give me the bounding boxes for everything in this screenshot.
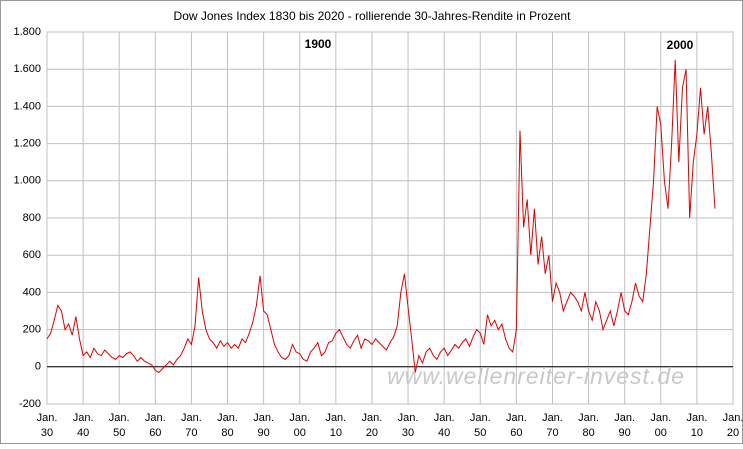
x-tick-label-part: Jan. (723, 412, 743, 424)
x-tick-label: Jan. 40 (434, 412, 455, 439)
x-tick-label: Jan. 90 (253, 412, 274, 439)
x-tick-label: Jan. 00 (289, 412, 310, 439)
x-tick-label: Jan. 80 (578, 412, 599, 439)
x-tick-label-part: 00 (294, 427, 306, 439)
x-tick-label: Jan. 10 (686, 412, 707, 439)
x-tick-label-part: 30 (402, 427, 414, 439)
x-tick-label-part: 10 (330, 427, 342, 439)
x-tick-label-part: 30 (41, 427, 53, 439)
x-tick-label-part: 10 (691, 427, 703, 439)
y-tick-label: 1.600 (13, 63, 41, 75)
x-tick-label: Jan. 10 (325, 412, 346, 439)
x-tick-label-part: Jan. (145, 412, 166, 424)
x-tick-label-part: Jan. (542, 412, 563, 424)
annotation: 2000 (667, 38, 694, 52)
x-tick-label: Jan. 90 (614, 412, 635, 439)
x-tick-label: Jan. 80 (217, 412, 238, 439)
x-tick-label-part: Jan. (181, 412, 202, 424)
x-tick-label-part: 60 (149, 427, 161, 439)
y-tick-label: 1.200 (13, 138, 41, 150)
x-tick-label: Jan. 00 (650, 412, 671, 439)
y-tick-label: 0 (35, 361, 41, 373)
x-tick-label: Jan. 20 (723, 412, 743, 439)
annotation: 1900 (305, 37, 332, 51)
y-tick-label: 1.800 (13, 26, 41, 38)
x-tick-label-part: Jan. (578, 412, 599, 424)
y-tick-label: 200 (23, 324, 41, 336)
x-tick-label: Jan. 50 (470, 412, 491, 439)
x-tick-label-part: Jan. (253, 412, 274, 424)
x-tick-label-part: Jan. (73, 412, 94, 424)
x-tick-label-part: Jan. (109, 412, 130, 424)
x-tick-label-part: Jan. (506, 412, 527, 424)
x-tick-label-part: 80 (582, 427, 594, 439)
y-tick-label: -200 (19, 398, 41, 410)
x-tick-label-part: Jan. (434, 412, 455, 424)
y-tick-label: 1.400 (13, 100, 41, 112)
y-tick-label: 800 (23, 212, 41, 224)
x-tick-label-part: 40 (438, 427, 450, 439)
x-tick-label-part: 40 (77, 427, 89, 439)
x-tick-label-part: 60 (510, 427, 522, 439)
x-tick-label-part: 70 (185, 427, 197, 439)
x-tick-label-part: Jan. (686, 412, 707, 424)
x-tick-label-part: Jan. (325, 412, 346, 424)
x-tick-label: Jan. 30 (398, 412, 419, 439)
x-tick-label-part: Jan. (470, 412, 491, 424)
y-tick-label: 1.000 (13, 175, 41, 187)
x-tick-label-part: 70 (546, 427, 558, 439)
x-tick-label-part: 80 (221, 427, 233, 439)
y-tick-label: 400 (23, 286, 41, 298)
x-tick-label-part: 20 (727, 427, 739, 439)
x-tick-label-part: 50 (113, 427, 125, 439)
x-tick-label-part: Jan. (362, 412, 383, 424)
x-tick-label-part: Jan. (614, 412, 635, 424)
x-tick-label: Jan. 40 (73, 412, 94, 439)
x-tick-label-part: Jan. (37, 412, 58, 424)
x-tick-label-part: 00 (655, 427, 667, 439)
data-line (46, 59, 716, 373)
x-tick-label-part: Jan. (398, 412, 419, 424)
x-tick-label: Jan. 60 (506, 412, 527, 439)
x-tick-label: Jan. 20 (362, 412, 383, 439)
y-tick-label: 600 (23, 249, 41, 261)
x-tick-label: Jan. 60 (145, 412, 166, 439)
x-tick-label-part: 90 (619, 427, 631, 439)
x-tick-label-part: 50 (474, 427, 486, 439)
x-tick-label-part: Jan. (217, 412, 238, 424)
x-tick-label-part: 90 (258, 427, 270, 439)
x-tick-label: Jan. 50 (109, 412, 130, 439)
x-tick-label-part: Jan. (650, 412, 671, 424)
watermark: www.wellenreiter-invest.de (387, 363, 685, 389)
x-tick-label: Jan. 70 (181, 412, 202, 439)
x-tick-label: Jan. 70 (542, 412, 563, 439)
chart-title: Dow Jones Index 1830 bis 2020 - rolliere… (174, 9, 572, 23)
x-tick-label: Jan. 30 (37, 412, 58, 439)
x-tick-label-part: Jan. (289, 412, 310, 424)
x-tick-label-part: 20 (366, 427, 378, 439)
